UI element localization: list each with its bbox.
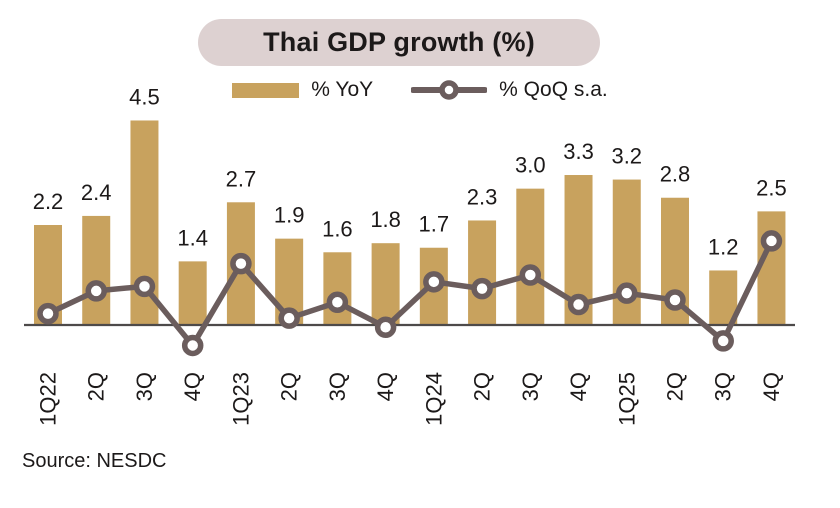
yoy-bar [757, 211, 786, 325]
yoy-bar [323, 252, 352, 325]
qoq-marker [567, 293, 590, 316]
qoq-marker [374, 316, 397, 339]
x-tick-label: 4Q [566, 372, 591, 401]
legend-label-qoq: % QoQ s.a. [499, 78, 608, 101]
yoy-bar [516, 188, 545, 325]
chart-title-pill: Thai GDP growth (%) [198, 19, 600, 66]
qoq-marker [712, 330, 734, 352]
legend-item-qoq: % QoQ s.a. [411, 78, 608, 102]
qoq-line [45, 238, 775, 349]
x-tick-label: 2Q [84, 372, 109, 401]
bar-value-label: 2.3 [467, 184, 498, 209]
x-tick-label: 1Q24 [421, 372, 446, 426]
x-tick-label: 4Q [180, 372, 205, 401]
yoy-bar [82, 215, 111, 325]
x-tick-label: 4Q [759, 372, 784, 401]
yoy-bar [178, 261, 207, 325]
bar-value-label: 2.2 [33, 189, 64, 214]
bar-value-label: 1.4 [177, 225, 208, 250]
bar-value-label: 2.4 [81, 180, 112, 205]
bar-value-label: 1.9 [274, 203, 305, 228]
bar-value-label: 1.6 [322, 216, 353, 241]
bar-value-label: 3.0 [515, 153, 546, 178]
x-tick-label: 3Q [325, 372, 350, 401]
qoq-marker [616, 282, 638, 304]
chart-title: Thai GDP growth (%) [263, 27, 535, 57]
bar-value-label: 1.8 [370, 207, 401, 232]
x-tick-label: 3Q [518, 372, 543, 401]
chart-legend: % YoY % QoQ s.a. [0, 78, 840, 102]
x-tick-label: 3Q [711, 372, 736, 401]
qoq-marker [230, 252, 252, 275]
qoq-marker [664, 289, 686, 311]
x-tick-label: 2Q [277, 372, 302, 401]
qoq-marker [760, 230, 783, 252]
bar-value-label: 2.5 [756, 175, 787, 200]
qoq-marker [85, 280, 107, 302]
bar-value-label: 4.5 [129, 84, 160, 109]
bar-value-label: 1.7 [419, 212, 450, 237]
yoy-bar [371, 243, 400, 325]
qoq-marker [326, 291, 349, 314]
gdp-combo-chart: 2.2 2.4 4.5 1.4 2.7 1.9 1.6 1.8 1.7 2.3 3.0 3.3 3.2 2… [24, 84, 795, 426]
source-note: Source: NESDC [22, 450, 167, 472]
qoq-marker [423, 271, 445, 293]
yoy-bar [468, 220, 497, 325]
qoq-line-swatch-icon [411, 80, 488, 100]
x-tick-label: 1Q25 [614, 372, 639, 426]
qoq-marker [519, 264, 542, 286]
x-tick-label: 4Q [373, 372, 398, 401]
x-tick-label: 2Q [470, 372, 495, 401]
qoq-marker [278, 307, 300, 329]
x-tick-label: 2Q [662, 372, 687, 401]
qoq-marker [37, 302, 59, 325]
x-tick-label: 3Q [132, 372, 157, 401]
bar-value-label: 2.8 [660, 162, 691, 187]
qoq-marker [471, 277, 493, 300]
bar-value-label: 2.7 [226, 166, 257, 191]
bar-value-label: 1.2 [708, 234, 739, 259]
legend-label-yoy: % YoY [311, 78, 374, 101]
x-tick-label: 1Q23 [228, 372, 253, 426]
yoy-bar-swatch-icon [232, 82, 300, 98]
qoq-marker [133, 275, 156, 298]
legend-item-yoy: % YoY [232, 78, 373, 102]
qoq-marker [181, 334, 204, 357]
x-tick-label: 1Q22 [36, 372, 61, 426]
bar-value-label: 3.2 [611, 144, 642, 169]
bar-value-label: 3.3 [563, 139, 594, 164]
